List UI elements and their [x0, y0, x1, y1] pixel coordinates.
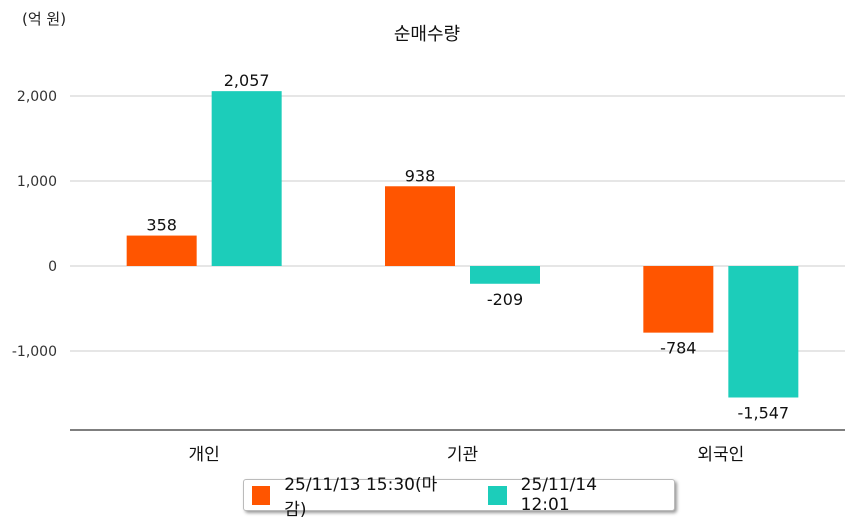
x-tick-label: 기관 [447, 445, 478, 465]
y-tick-label: -1,000 [12, 344, 57, 360]
bar [643, 266, 714, 333]
x-tick-label: 개인 [189, 445, 220, 465]
bar [211, 91, 282, 266]
y-axis-unit: (억 원) [22, 10, 67, 28]
bar [470, 266, 540, 284]
data-label: 2,057 [224, 71, 270, 90]
y-tick-label: 1,000 [17, 174, 57, 190]
data-label: 358 [146, 216, 177, 235]
x-tick-label: 외국인 [697, 445, 744, 465]
bar-chart: 2,000 1,000 0 -1,000 개인 358 2,057 기관 938 -209 외국인 -… [12, 71, 845, 465]
legend-swatch [488, 485, 507, 505]
data-label: -1,547 [738, 403, 790, 422]
legend-swatch [252, 485, 271, 505]
bar [126, 235, 197, 266]
data-label: -784 [660, 339, 696, 358]
y-tick-label: 2,000 [17, 89, 57, 105]
legend-label: 25/11/13 15:30(마감) [284, 475, 438, 520]
bar [385, 186, 455, 266]
chart-title: 순매수량 [393, 24, 461, 45]
legend-label: 25/11/14 12:01 [520, 475, 598, 515]
y-tick-label: 0 [48, 259, 57, 275]
bar [728, 266, 799, 398]
legend-item-0[interactable]: 25/11/13 15:30(마감) [252, 470, 452, 520]
data-label: -209 [487, 290, 523, 309]
legend-item-1[interactable]: 25/11/14 12:01 [488, 475, 646, 515]
data-label: 938 [405, 166, 436, 185]
legend: 25/11/13 15:30(마감) 25/11/14 12:01 [243, 475, 675, 520]
